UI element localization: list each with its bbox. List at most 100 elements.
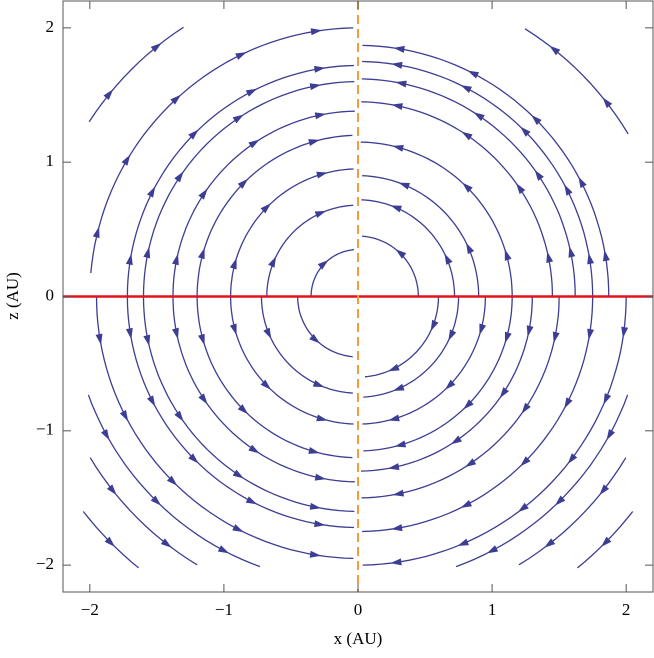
x-tick-label: −1 bbox=[215, 600, 233, 619]
arrowhead bbox=[170, 94, 181, 105]
arrowhead bbox=[516, 183, 526, 195]
arrowhead bbox=[460, 85, 472, 94]
streamline bbox=[310, 249, 354, 297]
arrowhead bbox=[461, 131, 473, 141]
arrowhead bbox=[394, 440, 407, 448]
arrowhead bbox=[479, 323, 487, 336]
arrowhead bbox=[104, 536, 115, 547]
arrowhead bbox=[391, 61, 403, 69]
arrowhead bbox=[520, 456, 531, 467]
streamline bbox=[196, 134, 353, 297]
streamline bbox=[361, 199, 456, 297]
arrowhead bbox=[578, 176, 587, 189]
arrowhead bbox=[260, 203, 272, 214]
streamline bbox=[260, 296, 353, 394]
arrowhead bbox=[391, 103, 403, 110]
arrowhead bbox=[125, 327, 133, 340]
arrowhead bbox=[448, 329, 457, 341]
arrowhead bbox=[248, 139, 260, 149]
arrowhead bbox=[166, 475, 178, 486]
arrowhead bbox=[499, 387, 509, 399]
arrowhead bbox=[504, 249, 512, 261]
arrowhead bbox=[198, 188, 208, 200]
arrowhead bbox=[395, 80, 407, 88]
arrowhead bbox=[309, 83, 322, 91]
streamline bbox=[172, 110, 355, 297]
arrowhead bbox=[232, 524, 244, 533]
arrowhead bbox=[197, 247, 205, 260]
arrowhead bbox=[232, 469, 244, 479]
arrowhead bbox=[314, 65, 326, 73]
arrowhead bbox=[146, 395, 156, 407]
arrowhead bbox=[146, 186, 156, 198]
streamline bbox=[360, 296, 533, 472]
streamline bbox=[126, 296, 355, 529]
arrowhead bbox=[467, 70, 480, 79]
arrowhead bbox=[309, 502, 322, 510]
arrowhead bbox=[393, 45, 405, 53]
arrowhead bbox=[473, 112, 485, 122]
arrowhead bbox=[552, 331, 560, 344]
arrowhead bbox=[602, 97, 613, 109]
arrowhead bbox=[390, 205, 402, 213]
arrowhead bbox=[174, 171, 184, 183]
arrowhead bbox=[517, 502, 529, 513]
arrowhead bbox=[531, 114, 542, 126]
arrowhead bbox=[237, 404, 249, 415]
arrowhead bbox=[521, 402, 531, 414]
streamline bbox=[88, 26, 184, 123]
arrowhead bbox=[119, 410, 129, 422]
y-tick-label: −2 bbox=[36, 554, 54, 573]
arrowhead bbox=[606, 428, 616, 441]
y-tick-label: −1 bbox=[36, 420, 54, 439]
arrowhead bbox=[245, 496, 258, 505]
streamline bbox=[90, 27, 354, 274]
arrowhead bbox=[392, 144, 404, 152]
streamline bbox=[361, 78, 576, 297]
streamline bbox=[89, 457, 198, 566]
arrowhead bbox=[395, 249, 407, 259]
streamline bbox=[364, 296, 440, 378]
arrowhead bbox=[309, 550, 322, 558]
arrowhead bbox=[601, 536, 612, 547]
streamline bbox=[142, 296, 355, 513]
arrowhead bbox=[486, 545, 499, 554]
arrowhead bbox=[546, 251, 554, 264]
arrowhead bbox=[229, 257, 237, 270]
arrowhead bbox=[310, 28, 322, 36]
arrowhead bbox=[103, 89, 114, 100]
arrowhead bbox=[316, 414, 328, 422]
streamline bbox=[229, 296, 354, 425]
arrowhead bbox=[430, 319, 439, 332]
arrowhead bbox=[391, 524, 403, 532]
y-tick-label: 2 bbox=[46, 17, 55, 36]
streamline bbox=[361, 101, 554, 297]
y-tick-label: 0 bbox=[46, 285, 55, 304]
arrowhead bbox=[308, 139, 320, 146]
streamline bbox=[297, 296, 353, 358]
arrowhead bbox=[309, 333, 321, 344]
arrowhead bbox=[317, 259, 329, 270]
streamline bbox=[363, 296, 513, 452]
arrowhead bbox=[599, 484, 610, 496]
arrowhead bbox=[444, 253, 453, 265]
arrowhead bbox=[312, 380, 325, 388]
arrowhead bbox=[554, 495, 566, 506]
arrowhead bbox=[460, 499, 472, 508]
streamline bbox=[455, 394, 629, 568]
streamline bbox=[362, 60, 594, 297]
x-axis-label: x (AU) bbox=[334, 629, 383, 648]
arrowhead bbox=[106, 484, 117, 496]
arrowhead bbox=[188, 129, 199, 140]
arrowhead bbox=[92, 226, 100, 239]
arrowhead bbox=[150, 42, 162, 53]
arrowhead bbox=[568, 246, 576, 258]
arrowhead bbox=[466, 242, 475, 255]
arrowhead bbox=[526, 325, 534, 337]
arrowhead bbox=[462, 182, 473, 193]
arrowhead bbox=[160, 538, 172, 548]
arrowhead bbox=[393, 383, 405, 391]
arrowhead bbox=[564, 397, 573, 409]
arrowhead bbox=[248, 444, 260, 454]
arrowhead bbox=[388, 414, 400, 422]
